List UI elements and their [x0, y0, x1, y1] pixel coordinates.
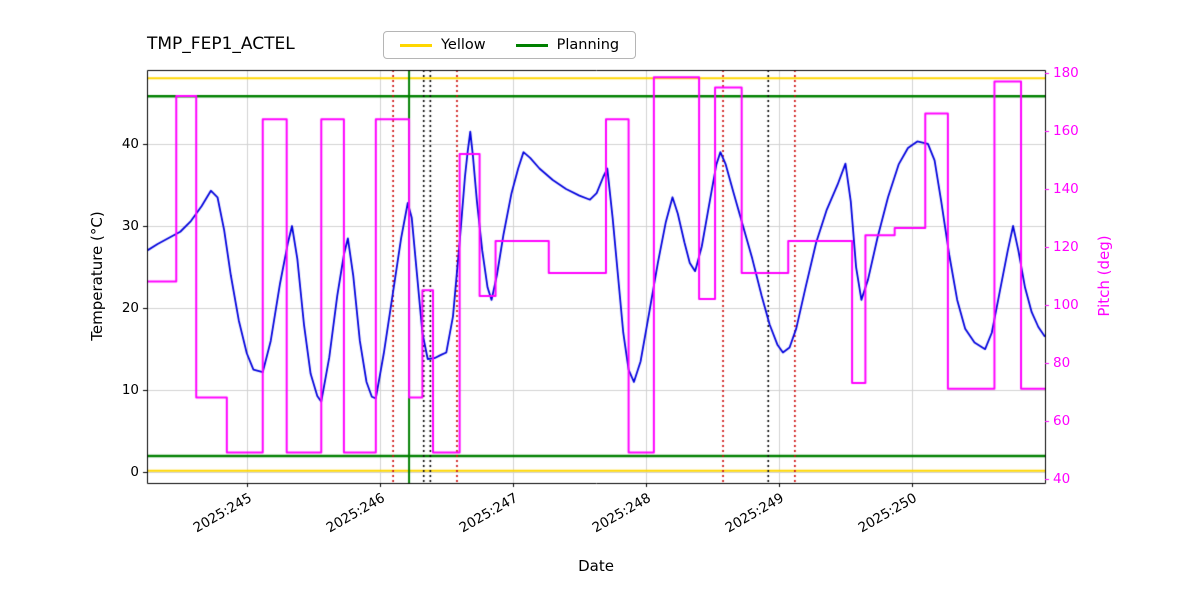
- legend-item-yellow: Yellow: [400, 37, 486, 53]
- pitch-tick-label: 180: [1053, 64, 1079, 81]
- temp-tick-label: 20: [121, 300, 139, 317]
- x-axis-label-date: Date: [578, 557, 614, 575]
- pitch-tick-label: 60: [1053, 412, 1071, 429]
- legend: Yellow Planning: [383, 31, 637, 59]
- chart-title: TMP_FEP1_ACTEL: [147, 34, 295, 54]
- temp-tick-label: 0: [130, 464, 139, 481]
- pitch-tick-label: 40: [1053, 470, 1071, 487]
- planning-line-swatch: [515, 43, 548, 47]
- legend-label-yellow: Yellow: [441, 37, 486, 53]
- pitch-tick-label: 160: [1053, 122, 1079, 139]
- pitch-tick-label: 120: [1053, 238, 1079, 255]
- pitch-tick-label: 80: [1053, 354, 1071, 371]
- legend-item-planning: Planning: [515, 37, 620, 53]
- pitch-tick-label: 140: [1053, 180, 1079, 197]
- temp-tick-label: 40: [121, 135, 139, 152]
- pitch-tick-label: 100: [1053, 296, 1079, 313]
- yellow-line-swatch: [400, 43, 432, 47]
- legend-label-planning: Planning: [556, 37, 620, 53]
- y-axis-label-pitch: Pitch (deg): [1095, 235, 1113, 317]
- temp-tick-label: 30: [121, 218, 139, 234]
- temp-tick-label: 10: [121, 382, 139, 399]
